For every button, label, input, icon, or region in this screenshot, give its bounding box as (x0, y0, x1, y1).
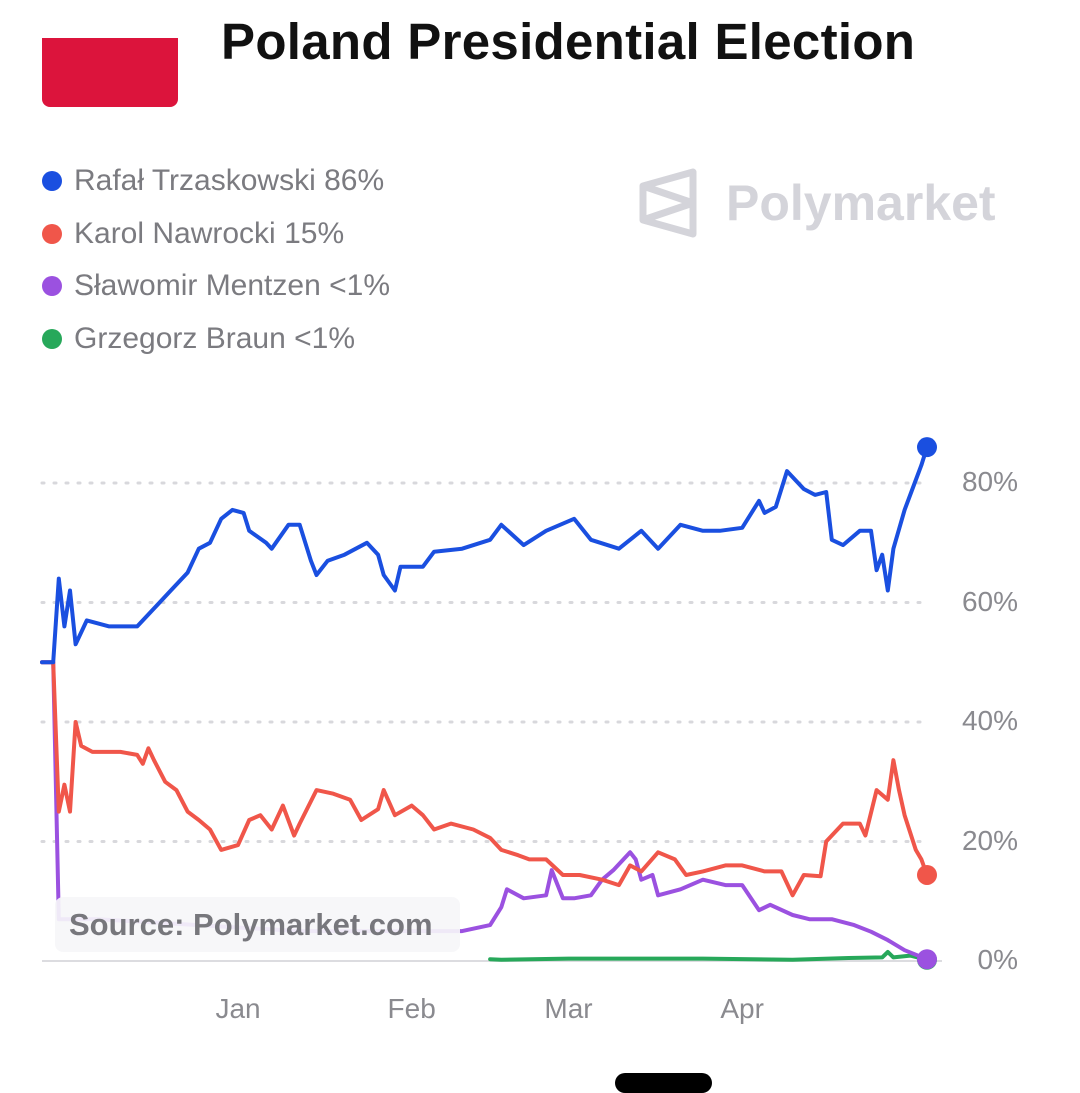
x-tick-label: Apr (720, 993, 764, 1024)
source-text: Source: Polymarket.com (69, 906, 433, 942)
series-line-nawrocki (40, 660, 929, 898)
legend-label: Grzegorz Braun <1% (74, 321, 355, 355)
series-line-mentzen (40, 660, 929, 962)
legend-label: Rafał Trzaskowski 86% (74, 164, 385, 198)
legend-item-mentzen: Sławomir Mentzen <1% (42, 260, 390, 313)
series-dot-icon (42, 223, 62, 244)
series-line-trzaskowski (40, 445, 929, 665)
legend-label: Sławomir Mentzen <1% (74, 269, 390, 303)
poland-flag (42, 38, 178, 107)
y-tick-label: 20% (961, 824, 1018, 856)
series-dot-icon (42, 171, 62, 192)
legend: Rafał Trzaskowski 86% Karol Nawrocki 15%… (42, 155, 390, 365)
series-end-dot (917, 864, 937, 885)
series-end-dot (917, 437, 937, 458)
y-tick-label: 60% (961, 585, 1018, 617)
series-end-dot (917, 949, 937, 970)
legend-item-braun: Grzegorz Braun <1% (42, 313, 390, 366)
series-line-braun (488, 950, 929, 962)
series-dot-icon (42, 328, 62, 349)
source-label: Source: Polymarket.com (55, 897, 460, 952)
y-tick-label: 40% (961, 705, 1018, 736)
series-dot-icon (42, 276, 62, 297)
y-tick-label: 0% (977, 944, 1018, 975)
chart-title: Poland Presidential Election (221, 13, 916, 70)
legend-item-nawrocki: Karol Nawrocki 15% (42, 208, 390, 261)
x-tick-label: Jan (215, 993, 261, 1024)
polymarket-watermark: Polymarket (638, 168, 996, 238)
y-tick-label: 80% (961, 466, 1018, 497)
legend-label: Karol Nawrocki 15% (74, 216, 345, 250)
x-tick-label: Feb (387, 993, 436, 1024)
polymarket-logo-icon (639, 168, 697, 238)
x-tick-label: Mar (544, 993, 593, 1024)
legend-item-trzaskowski: Rafał Trzaskowski 86% (42, 155, 390, 208)
watermark-text: Polymarket (726, 175, 996, 231)
home-indicator (615, 1073, 712, 1093)
